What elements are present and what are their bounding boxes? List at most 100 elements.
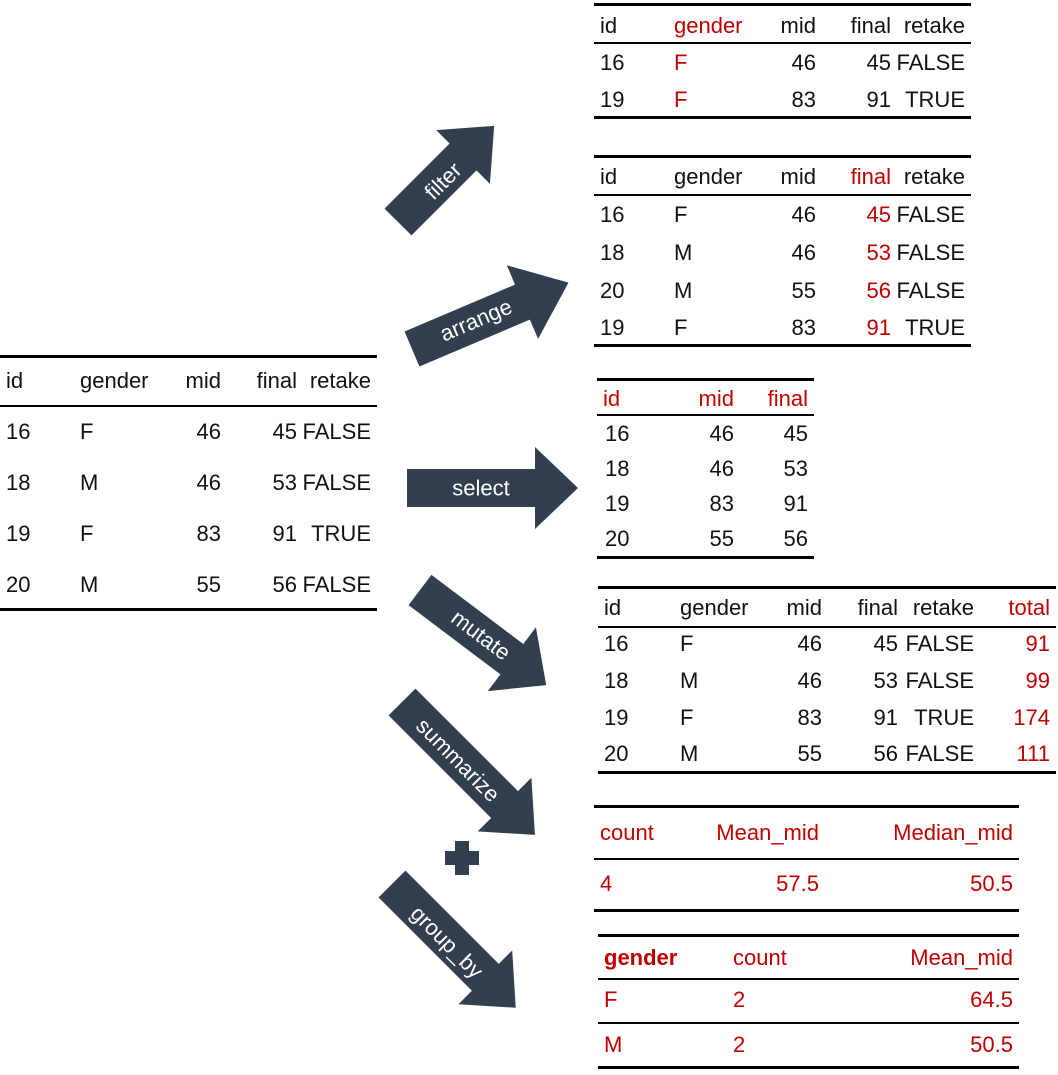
- header-count: count: [600, 820, 654, 845]
- cell-id: 20: [604, 741, 629, 766]
- table-row: 20 M 55 56 FALSE 111: [598, 741, 1056, 769]
- cell-final: 56: [272, 572, 297, 597]
- cell-mid: 46: [791, 202, 816, 227]
- cell-total: 111: [1016, 741, 1050, 766]
- filter-arrow: filter: [384, 125, 495, 236]
- table-row: 19 F 83 91 TRUE: [594, 315, 971, 343]
- header-gender: gender: [680, 595, 749, 620]
- cell-mid: 46: [196, 470, 221, 495]
- table-row: F 2 64.5: [598, 987, 1019, 1015]
- header-mean-mid: Mean_mid: [716, 820, 819, 845]
- table-header-row: gender count Mean_mid: [598, 945, 1019, 973]
- cell-final: 53: [866, 240, 891, 265]
- cell-gender: F: [674, 315, 688, 340]
- cell-gender: F: [674, 50, 688, 75]
- table-header-row: id gender mid final retake: [594, 13, 971, 41]
- header-gender: gender: [674, 164, 743, 189]
- table-row: 19 F 83 91 TRUE: [594, 87, 971, 115]
- cell-mean-mid: 64.5: [970, 987, 1013, 1012]
- table-row: 16 46 45: [597, 421, 814, 449]
- cell-retake: FALSE: [896, 278, 965, 303]
- cell-id: 19: [6, 521, 31, 546]
- cell-gender: F: [604, 987, 618, 1012]
- cell-mid: 46: [196, 419, 221, 444]
- cell-id: 18: [6, 470, 31, 495]
- cell-gender: F: [674, 87, 688, 112]
- summarize-arrow: summarize: [388, 688, 535, 835]
- cell-id: 19: [600, 87, 625, 112]
- cell-mid: 46: [709, 456, 734, 481]
- cell-retake: FALSE: [896, 50, 965, 75]
- cell-id: 20: [600, 278, 625, 303]
- mutate-arrow: mutate: [408, 574, 547, 692]
- cell-mid: 46: [791, 50, 816, 75]
- cell-retake: TRUE: [905, 315, 965, 340]
- header-mid: mid: [780, 13, 816, 38]
- cell-retake: FALSE: [896, 202, 965, 227]
- cell-gender: M: [80, 572, 99, 597]
- cell-id: 20: [605, 526, 630, 551]
- cell-count: 4: [600, 871, 613, 896]
- cell-gender: F: [80, 521, 94, 546]
- cell-mid: 83: [797, 705, 822, 730]
- cell-mid: 55: [709, 526, 734, 551]
- header-total: total: [1008, 595, 1050, 620]
- table-row: 20 M 55 56 FALSE: [0, 572, 377, 600]
- cell-final: 56: [783, 526, 808, 551]
- cell-mid: 46: [791, 240, 816, 265]
- mutate-result-table: id gender mid final retake total 16 F 46…: [598, 586, 1056, 776]
- cell-id: 18: [605, 456, 630, 481]
- header-final: final: [857, 595, 898, 620]
- table-row: 18 M 46 53 FALSE: [594, 240, 971, 268]
- cell-gender: M: [680, 741, 699, 766]
- table-header-row: count Mean_mid Median_mid: [594, 820, 1019, 848]
- group-by-result-table: gender count Mean_mid F 2 64.5 M 2 50.5: [598, 934, 1019, 1070]
- header-median-mid: Median_mid: [893, 820, 1013, 845]
- cell-id: 16: [600, 202, 625, 227]
- select-result-table: id mid final 16 46 45 18 46 53 19 83 91 …: [597, 378, 814, 560]
- cell-id: 18: [600, 240, 625, 265]
- cell-final: 91: [873, 705, 898, 730]
- cell-count: 2: [733, 987, 746, 1012]
- cell-final: 91: [783, 491, 808, 516]
- group-by-arrow: group_by: [378, 870, 516, 1008]
- header-mid: mid: [780, 164, 816, 189]
- filter-result-table: id gender mid final retake 16 F 46 45 FA…: [594, 3, 971, 121]
- cell-id: 19: [600, 315, 625, 340]
- cell-gender: M: [674, 278, 693, 303]
- cell-final: 53: [873, 668, 898, 693]
- cell-gender: M: [674, 240, 693, 265]
- cell-mid: 55: [797, 741, 822, 766]
- header-id: id: [603, 386, 621, 411]
- cell-final: 45: [866, 50, 891, 75]
- cell-final: 56: [873, 741, 898, 766]
- cell-final: 45: [866, 202, 891, 227]
- table-row: 16 F 46 45 FALSE: [594, 202, 971, 230]
- cell-total: 174: [1013, 705, 1050, 730]
- cell-final: 91: [272, 521, 297, 546]
- table-header-row: id mid final: [597, 386, 814, 414]
- table-header-row: id gender mid final retake: [594, 164, 971, 192]
- table-row: 18 46 53: [597, 456, 814, 484]
- cell-id: 19: [605, 491, 630, 516]
- cell-gender: M: [604, 1032, 623, 1057]
- cell-mid: 83: [709, 491, 734, 516]
- cell-retake: TRUE: [905, 87, 965, 112]
- header-mean-mid: Mean_mid: [910, 945, 1013, 970]
- cell-count: 2: [733, 1032, 746, 1057]
- cell-mean-mid: 50.5: [970, 1032, 1013, 1057]
- source-table: id gender mid final retake 16 F 46 45 FA…: [0, 355, 377, 615]
- cell-id: 19: [604, 705, 629, 730]
- cell-retake: FALSE: [905, 631, 974, 656]
- cell-mid: 55: [791, 278, 816, 303]
- header-final: final: [767, 386, 808, 411]
- table-row: 4 57.5 50.5: [594, 871, 1019, 899]
- cell-retake: TRUE: [311, 521, 371, 546]
- summarize-result-table: count Mean_mid Median_mid 4 57.5 50.5: [594, 805, 1019, 913]
- cell-total: 91: [1025, 631, 1050, 656]
- summarize-label: summarize: [411, 713, 505, 807]
- select-label: select: [452, 476, 509, 501]
- table-row: 18 M 46 53 FALSE 99: [598, 668, 1056, 696]
- cell-final: 53: [783, 456, 808, 481]
